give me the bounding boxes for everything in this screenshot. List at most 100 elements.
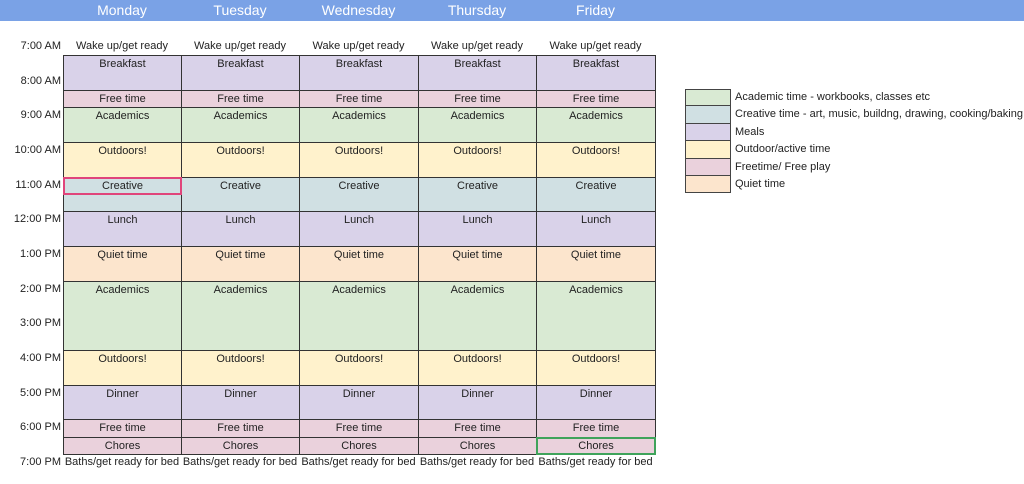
schedule-cell-meals[interactable]: Breakfast	[536, 55, 656, 91]
schedule-note: Baths/get ready for bed	[182, 455, 298, 468]
schedule-cell-academic[interactable]: Academics	[536, 280, 656, 351]
time-label: 2:00 PM	[20, 282, 61, 295]
day-header-bar: Monday Tuesday Wednesday Thursday Friday	[0, 0, 1024, 21]
schedule-cell-creative[interactable]: Creative	[418, 176, 537, 213]
schedule-cell-academic[interactable]: Academics	[418, 107, 537, 143]
day-header-friday[interactable]: Friday	[576, 2, 615, 18]
schedule-cell-outdoor[interactable]: Outdoors!	[536, 141, 656, 178]
schedule-cell-free[interactable]: Free time	[63, 419, 182, 438]
schedule-cell-free[interactable]: Free time	[299, 89, 419, 109]
time-label: 11:00 AM	[15, 178, 61, 191]
schedule-cell-free[interactable]: Free time	[299, 419, 419, 438]
schedule-cell-meals[interactable]: Breakfast	[299, 55, 419, 91]
schedule-cell-outdoor[interactable]: Outdoors!	[418, 349, 537, 386]
schedule-cell-free[interactable]: Chores	[536, 436, 656, 455]
legend-swatch-free	[685, 158, 731, 176]
legend-label: Outdoor/active time	[735, 143, 831, 156]
schedule-cell-free[interactable]: Chores	[418, 436, 537, 455]
schedule-cell-quiet[interactable]: Quiet time	[418, 245, 537, 282]
time-label: 12:00 PM	[13, 213, 61, 226]
legend-label: Creative time - art, music, buildng, dra…	[735, 108, 1023, 121]
schedule-cell-academic[interactable]: Academics	[63, 107, 182, 143]
legend-swatch-quiet	[685, 175, 731, 194]
schedule-cell-creative[interactable]: Creative	[181, 176, 300, 213]
schedule-cell-meals[interactable]: Lunch	[63, 211, 182, 247]
schedule-note: Wake up/get ready	[549, 40, 642, 52]
schedule-cell-academic[interactable]: Academics	[63, 280, 182, 351]
time-label: 3:00 PM	[20, 317, 61, 330]
schedule-cell-meals[interactable]: Breakfast	[181, 55, 300, 91]
schedule-cell-academic[interactable]: Academics	[299, 107, 419, 143]
legend-label: Meals	[735, 125, 765, 138]
schedule-cell-meals[interactable]: Dinner	[181, 384, 300, 421]
legend-swatch-academic	[685, 89, 731, 107]
schedule-cell-quiet[interactable]: Quiet time	[63, 245, 182, 282]
time-label: 5:00 PM	[20, 386, 61, 399]
day-header-monday[interactable]: Monday	[97, 2, 147, 18]
schedule-cell-outdoor[interactable]: Outdoors!	[181, 141, 300, 178]
time-label: 8:00 AM	[20, 74, 61, 87]
schedule-cell-creative[interactable]: Creative	[299, 176, 419, 213]
legend-swatch-outdoor	[685, 141, 731, 159]
schedule-cell-meals[interactable]: Lunch	[181, 211, 300, 247]
schedule-cell-meals[interactable]: Lunch	[536, 211, 656, 247]
schedule-note: Baths/get ready for bed	[64, 455, 180, 468]
schedule-note: Baths/get ready for bed	[301, 455, 416, 468]
schedule-cell-outdoor[interactable]: Outdoors!	[299, 141, 419, 178]
schedule-cell-outdoor[interactable]: Outdoors!	[418, 141, 537, 178]
time-label: 9:00 AM	[20, 109, 61, 122]
schedule-cell-quiet[interactable]: Quiet time	[299, 245, 419, 282]
schedule-note: Wake up/get ready	[76, 40, 168, 52]
schedule-cell-creative[interactable]: Creative	[536, 176, 656, 213]
schedule-cell-academic[interactable]: Academics	[536, 107, 656, 143]
schedule-cell-meals[interactable]: Dinner	[418, 384, 537, 421]
legend-label: Academic time - workbooks, classes etc	[735, 91, 931, 103]
schedule-cell-creative[interactable]: Creative	[63, 176, 182, 213]
time-label: 1:00 PM	[20, 247, 61, 260]
schedule-cell-outdoor[interactable]: Outdoors!	[181, 349, 300, 386]
legend-label: Quiet time	[735, 177, 786, 190]
schedule-cell-free[interactable]: Chores	[63, 436, 182, 455]
schedule-cell-free[interactable]: Free time	[181, 419, 300, 438]
schedule-cell-quiet[interactable]: Quiet time	[181, 245, 300, 282]
schedule-cell-free[interactable]: Free time	[63, 89, 182, 109]
legend-swatch-creative	[685, 106, 731, 124]
schedule-note: Wake up/get ready	[431, 40, 523, 52]
time-label: 10:00 AM	[14, 143, 61, 156]
schedule-cell-academic[interactable]: Academics	[181, 280, 300, 351]
schedule-cell-academic[interactable]: Academics	[299, 280, 419, 351]
schedule-cell-free[interactable]: Free time	[536, 419, 656, 438]
schedule-cell-meals[interactable]: Breakfast	[63, 55, 182, 91]
time-label: 6:00 PM	[20, 421, 61, 434]
time-label: 7:00 AM	[20, 40, 61, 52]
schedule-cell-outdoor[interactable]: Outdoors!	[63, 141, 182, 178]
schedule-cell-meals[interactable]: Lunch	[299, 211, 419, 247]
schedule-note: Wake up/get ready	[312, 40, 405, 52]
schedule-cell-free[interactable]: Free time	[536, 89, 656, 109]
schedule-note: Wake up/get ready	[194, 40, 286, 52]
day-header-tuesday[interactable]: Tuesday	[213, 2, 267, 18]
time-label: 7:00 PM	[20, 455, 61, 468]
schedule-cell-meals[interactable]: Dinner	[299, 384, 419, 421]
schedule-cell-free[interactable]: Free time	[418, 89, 537, 109]
schedule-cell-quiet[interactable]: Quiet time	[536, 245, 656, 282]
schedule-cell-free[interactable]: Free time	[418, 419, 537, 438]
schedule-cell-outdoor[interactable]: Outdoors!	[63, 349, 182, 386]
schedule-cell-outdoor[interactable]: Outdoors!	[536, 349, 656, 386]
day-header-thursday[interactable]: Thursday	[447, 2, 507, 18]
schedule-note: Baths/get ready for bed	[538, 455, 653, 468]
schedule-cell-outdoor[interactable]: Outdoors!	[299, 349, 419, 386]
schedule-cell-free[interactable]: Free time	[181, 89, 300, 109]
schedule-note: Baths/get ready for bed	[419, 455, 535, 468]
schedule-cell-meals[interactable]: Dinner	[63, 384, 182, 421]
schedule-cell-meals[interactable]: Dinner	[536, 384, 656, 421]
schedule-cell-meals[interactable]: Lunch	[418, 211, 537, 247]
schedule-cell-free[interactable]: Chores	[299, 436, 419, 455]
time-label: 4:00 PM	[20, 351, 61, 364]
day-header-wednesday[interactable]: Wednesday	[321, 2, 396, 18]
schedule-cell-meals[interactable]: Breakfast	[418, 55, 537, 91]
legend-swatch-meals	[685, 123, 731, 142]
schedule-cell-free[interactable]: Chores	[181, 436, 300, 455]
schedule-cell-academic[interactable]: Academics	[181, 107, 300, 143]
schedule-cell-academic[interactable]: Academics	[418, 280, 537, 351]
